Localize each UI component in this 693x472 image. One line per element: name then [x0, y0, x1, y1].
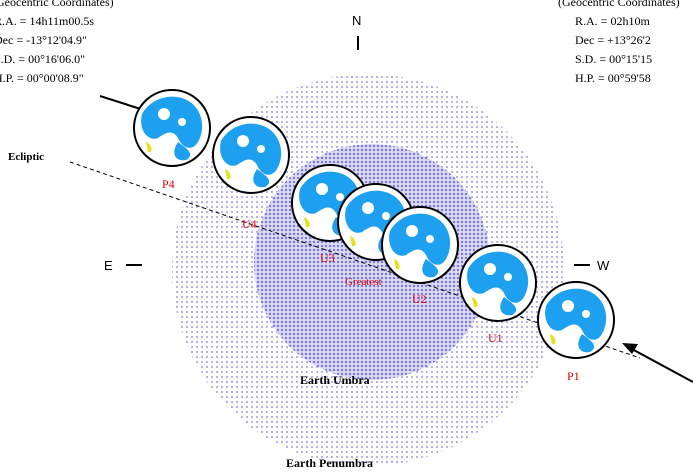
eclipse-diagram: (Geocentric Coordinates) R.A. = 14h11m00… — [0, 0, 693, 472]
coord-line: S.D. = 00°15'15 — [575, 52, 652, 66]
arrow-head — [622, 343, 638, 354]
contact-label: P1 — [567, 369, 580, 383]
coord-line: R.A. = 14h11m00.5s — [0, 14, 94, 28]
contact-label: P4 — [162, 177, 175, 191]
penumbra-label: Earth Penumbra — [286, 456, 373, 470]
west-label: W — [597, 258, 610, 273]
moon — [213, 117, 289, 193]
moon-path-arrow — [630, 348, 693, 382]
coord-line: H.P. = 00°00'08.9" — [0, 71, 84, 85]
ecliptic-label: Ecliptic — [8, 151, 44, 163]
coord-line: H.P. = 00°59'58 — [575, 71, 651, 85]
contact-label: U4 — [242, 217, 257, 231]
contact-label: U3 — [320, 251, 335, 265]
umbra-label: Earth Umbra — [300, 373, 370, 387]
moon — [460, 245, 536, 321]
east-label: E — [104, 258, 113, 273]
contact-label: U2 — [412, 292, 427, 306]
coord-line: S.D. = 00°16'06.0" — [0, 52, 85, 66]
contact-label: Greatest — [345, 276, 382, 288]
coord-line: Dec = -13°12'04.9" — [0, 33, 87, 47]
coords-title: (Geocentric Coordinates) — [558, 0, 680, 9]
north-label: N — [352, 13, 361, 28]
moon — [382, 207, 458, 283]
moon — [134, 90, 210, 166]
coord-line: R.A. = 02h10m — [575, 14, 650, 28]
coords-title: (Geocentric Coordinates) — [0, 0, 114, 9]
contact-label: U1 — [488, 331, 503, 345]
coord-line: Dec = +13°26'2 — [575, 33, 651, 47]
moon — [538, 282, 614, 358]
